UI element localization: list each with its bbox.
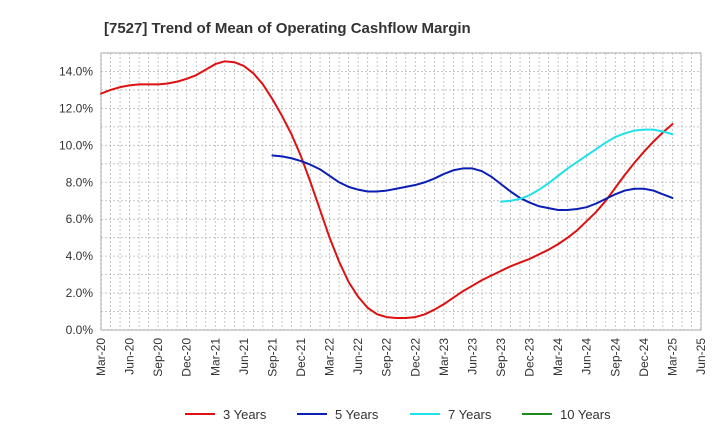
x-tick-label: Sep-22	[380, 338, 394, 377]
x-tick-label: Mar-20	[94, 338, 108, 376]
y-axis: 0.0% 2.0% 4.0% 6.0% 8.0% 10.0% 12.0% 14.0%	[59, 64, 93, 337]
y-tick-label: 0.0%	[66, 323, 94, 337]
x-tick-label: Dec-22	[408, 338, 422, 377]
x-tick-label: Dec-24	[637, 338, 651, 377]
x-tick-label: Dec-23	[523, 338, 537, 377]
x-tick-label: Jun-23	[465, 338, 479, 375]
x-tick-label: Jun-25	[694, 338, 708, 375]
legend-item: 5 Years	[297, 407, 379, 422]
x-tick-label: Dec-20	[180, 338, 194, 377]
legend-label: 10 Years	[560, 407, 611, 422]
y-tick-label: 10.0%	[59, 138, 93, 152]
x-tick-label: Sep-23	[494, 338, 508, 377]
series-lines	[100, 60, 674, 319]
y-tick-label: 8.0%	[66, 175, 94, 189]
x-tick-label: Jun-24	[580, 338, 594, 375]
x-axis: Mar-20 Jun-20 Sep-20 Dec-20 Mar-21 Jun-21 Sep-…	[94, 338, 708, 377]
y-tick-label: 6.0%	[66, 212, 94, 226]
x-tick-label: Sep-21	[265, 338, 279, 377]
legend-label: 3 Years	[223, 407, 267, 422]
y-tick-label: 4.0%	[66, 249, 94, 263]
x-tick-label: Jun-22	[351, 338, 365, 375]
x-tick-label: Dec-21	[294, 338, 308, 377]
legend-item: 7 Years	[410, 407, 492, 422]
x-tick-label: Mar-25	[665, 338, 679, 376]
y-tick-label: 14.0%	[59, 64, 93, 78]
chart-title: [7527] Trend of Mean of Operating Cashfl…	[104, 20, 471, 37]
x-tick-label: Mar-24	[551, 338, 565, 376]
legend-item: 3 Years	[185, 407, 267, 422]
series-line-7-years	[500, 128, 674, 203]
x-tick-label: Sep-20	[151, 338, 165, 377]
legend-label: 7 Years	[448, 407, 492, 422]
legend-label: 5 Years	[335, 407, 379, 422]
x-tick-label: Jun-21	[237, 338, 251, 375]
x-tick-label: Mar-22	[323, 338, 337, 376]
plot-area	[100, 52, 702, 331]
legend-item: 10 Years	[522, 407, 611, 422]
x-tick-label: Mar-23	[437, 338, 451, 376]
y-tick-label: 12.0%	[59, 101, 93, 115]
legend: 3 Years 5 Years 7 Years 10 Years	[185, 407, 611, 422]
series-line-5-years	[271, 154, 674, 211]
x-tick-label: Jun-20	[123, 338, 137, 375]
y-tick-label: 2.0%	[66, 286, 94, 300]
x-tick-label: Sep-24	[608, 338, 622, 377]
grid	[100, 52, 702, 331]
x-tick-label: Mar-21	[208, 338, 222, 376]
series-line-3-years	[100, 60, 674, 319]
